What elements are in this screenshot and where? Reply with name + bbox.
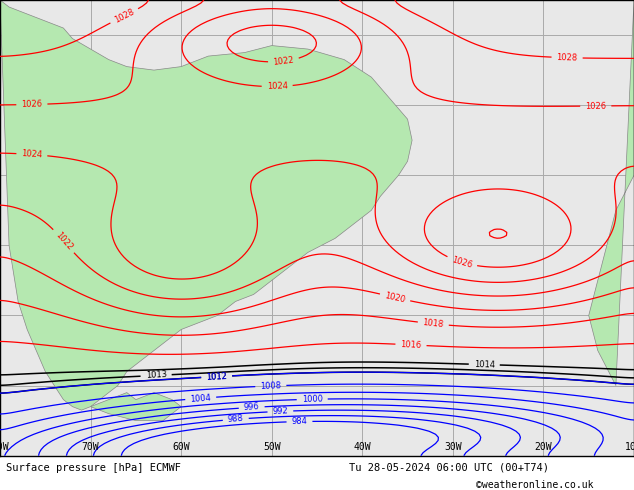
Text: 1018: 1018 — [422, 318, 444, 329]
Text: 1000: 1000 — [302, 394, 323, 404]
Polygon shape — [0, 0, 412, 410]
Text: 1026: 1026 — [451, 255, 474, 270]
Text: 50W: 50W — [263, 442, 280, 452]
Text: 1026: 1026 — [21, 100, 42, 109]
Text: 80W: 80W — [0, 442, 9, 452]
Text: 1022: 1022 — [273, 55, 295, 67]
Text: 1024: 1024 — [266, 82, 288, 91]
Text: 30W: 30W — [444, 442, 462, 452]
Text: 996: 996 — [243, 402, 260, 413]
Polygon shape — [589, 0, 634, 386]
Text: 1012: 1012 — [206, 371, 228, 382]
Text: 1028: 1028 — [557, 53, 578, 62]
Text: 10W: 10W — [625, 442, 634, 452]
Text: 988: 988 — [228, 414, 244, 424]
Text: Surface pressure [hPa] ECMWF: Surface pressure [hPa] ECMWF — [6, 463, 181, 473]
Text: 984: 984 — [292, 417, 307, 426]
Text: 1008: 1008 — [260, 381, 281, 391]
Text: 1004: 1004 — [190, 393, 212, 404]
Text: 1028: 1028 — [113, 7, 136, 24]
Text: 1013: 1013 — [145, 370, 167, 380]
Text: 992: 992 — [273, 407, 288, 416]
Text: 1024: 1024 — [21, 149, 42, 160]
Text: 40W: 40W — [354, 442, 371, 452]
Text: 1020: 1020 — [384, 291, 406, 304]
Text: 1022: 1022 — [53, 230, 74, 252]
Text: 60W: 60W — [172, 442, 190, 452]
Text: 1012: 1012 — [206, 371, 228, 382]
Text: Tu 28-05-2024 06:00 UTC (00+T74): Tu 28-05-2024 06:00 UTC (00+T74) — [349, 463, 548, 473]
Text: ©weatheronline.co.uk: ©weatheronline.co.uk — [476, 480, 593, 490]
Text: 70W: 70W — [82, 442, 100, 452]
Text: 1016: 1016 — [400, 340, 422, 350]
Text: 20W: 20W — [534, 442, 552, 452]
Text: 1014: 1014 — [474, 360, 495, 369]
Polygon shape — [91, 392, 181, 420]
Text: 1026: 1026 — [585, 101, 606, 111]
